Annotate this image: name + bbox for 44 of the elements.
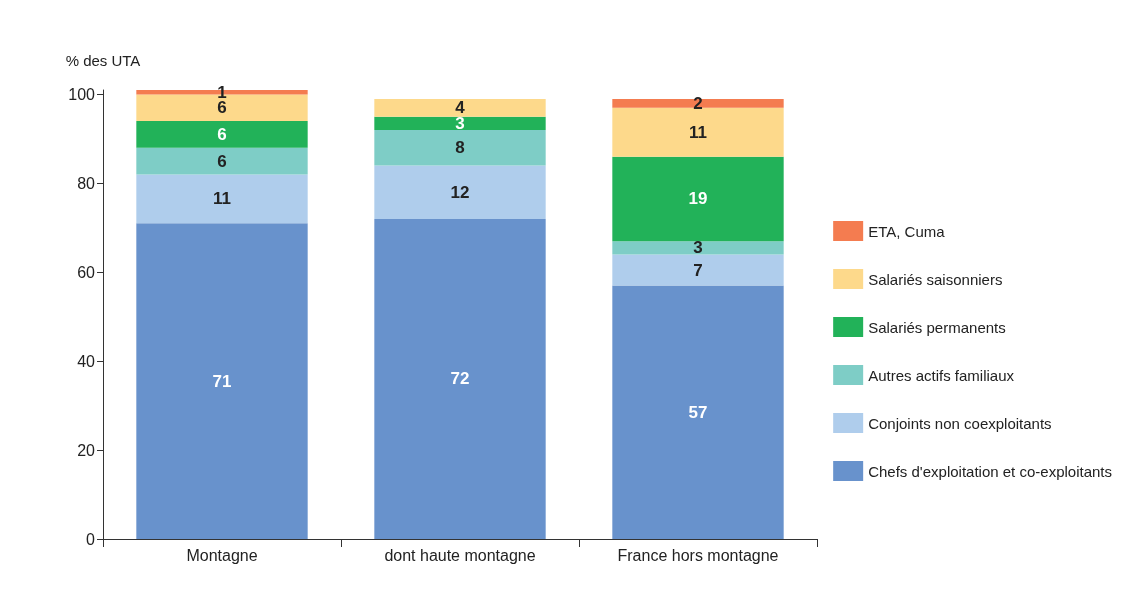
bar bbox=[136, 223, 308, 539]
bar bbox=[612, 285, 784, 539]
bar bbox=[612, 98, 784, 108]
bar bbox=[374, 130, 546, 166]
x-tick-label: dont haute montagne bbox=[384, 546, 536, 564]
data-label: 6 bbox=[217, 151, 227, 171]
x-tick-label: France hors montagne bbox=[617, 546, 779, 564]
x-tick-label: Montagne bbox=[186, 546, 258, 564]
legend-label: Salariés saisonniers bbox=[868, 270, 1003, 288]
legend-label: Chefs d'exploitation et co-exploitants bbox=[868, 462, 1113, 480]
bar bbox=[374, 116, 546, 131]
bar bbox=[374, 165, 546, 219]
legend-label: Autres actifs familiaux bbox=[868, 366, 1015, 384]
data-label: 2 bbox=[693, 93, 703, 113]
bar bbox=[612, 241, 784, 255]
legend-label: Salariés permanents bbox=[868, 318, 1006, 336]
y-tick-label: 60 bbox=[77, 263, 96, 281]
data-label: 6 bbox=[217, 124, 227, 144]
bar bbox=[136, 174, 308, 224]
bar bbox=[612, 156, 784, 242]
data-label: 19 bbox=[688, 189, 708, 209]
bar bbox=[612, 254, 784, 286]
data-label: 57 bbox=[688, 402, 708, 422]
bar bbox=[374, 218, 546, 539]
data-label: 8 bbox=[455, 138, 465, 158]
y-tick-label: 100 bbox=[68, 85, 96, 103]
data-label: 72 bbox=[450, 369, 470, 389]
data-label: 3 bbox=[693, 238, 703, 258]
data-label: 71 bbox=[212, 371, 232, 391]
data-label: 12 bbox=[450, 182, 470, 202]
data-label: 11 bbox=[689, 122, 707, 142]
bar bbox=[136, 147, 308, 175]
bar bbox=[136, 121, 308, 148]
y-tick-label: 80 bbox=[77, 174, 96, 192]
bar bbox=[374, 98, 546, 117]
data-label: 7 bbox=[693, 260, 703, 280]
data-label: 11 bbox=[213, 189, 231, 209]
legend-label: ETA, Cuma bbox=[868, 222, 946, 240]
y-tick-label: 0 bbox=[86, 530, 96, 548]
y-tick-label: 40 bbox=[77, 352, 96, 370]
bar bbox=[612, 107, 784, 157]
y-tick-label: 20 bbox=[77, 441, 96, 459]
y-axis-title: % des UTA bbox=[65, 52, 141, 69]
legend-label: Conjoints non coexploitants bbox=[868, 414, 1052, 432]
